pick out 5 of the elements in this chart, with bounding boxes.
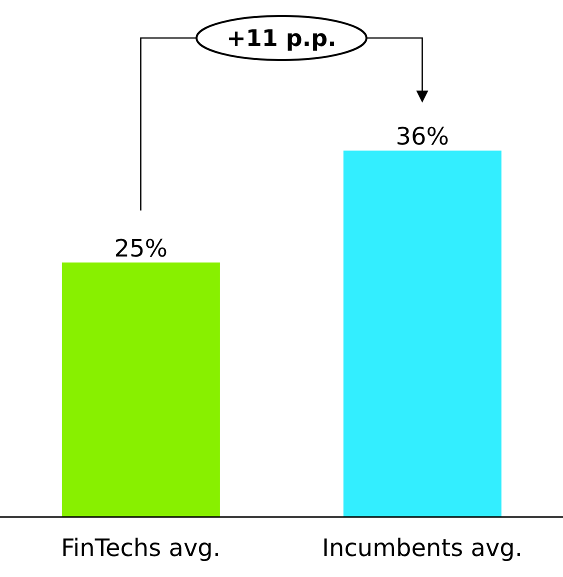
x-tick-label: FinTechs avg. xyxy=(60,534,221,562)
data-label: 36% xyxy=(396,122,450,151)
text: +11 p.p. xyxy=(226,26,336,52)
x-tick-label: Incumbents avg. xyxy=(322,534,523,562)
data-label: 25% xyxy=(114,234,168,263)
